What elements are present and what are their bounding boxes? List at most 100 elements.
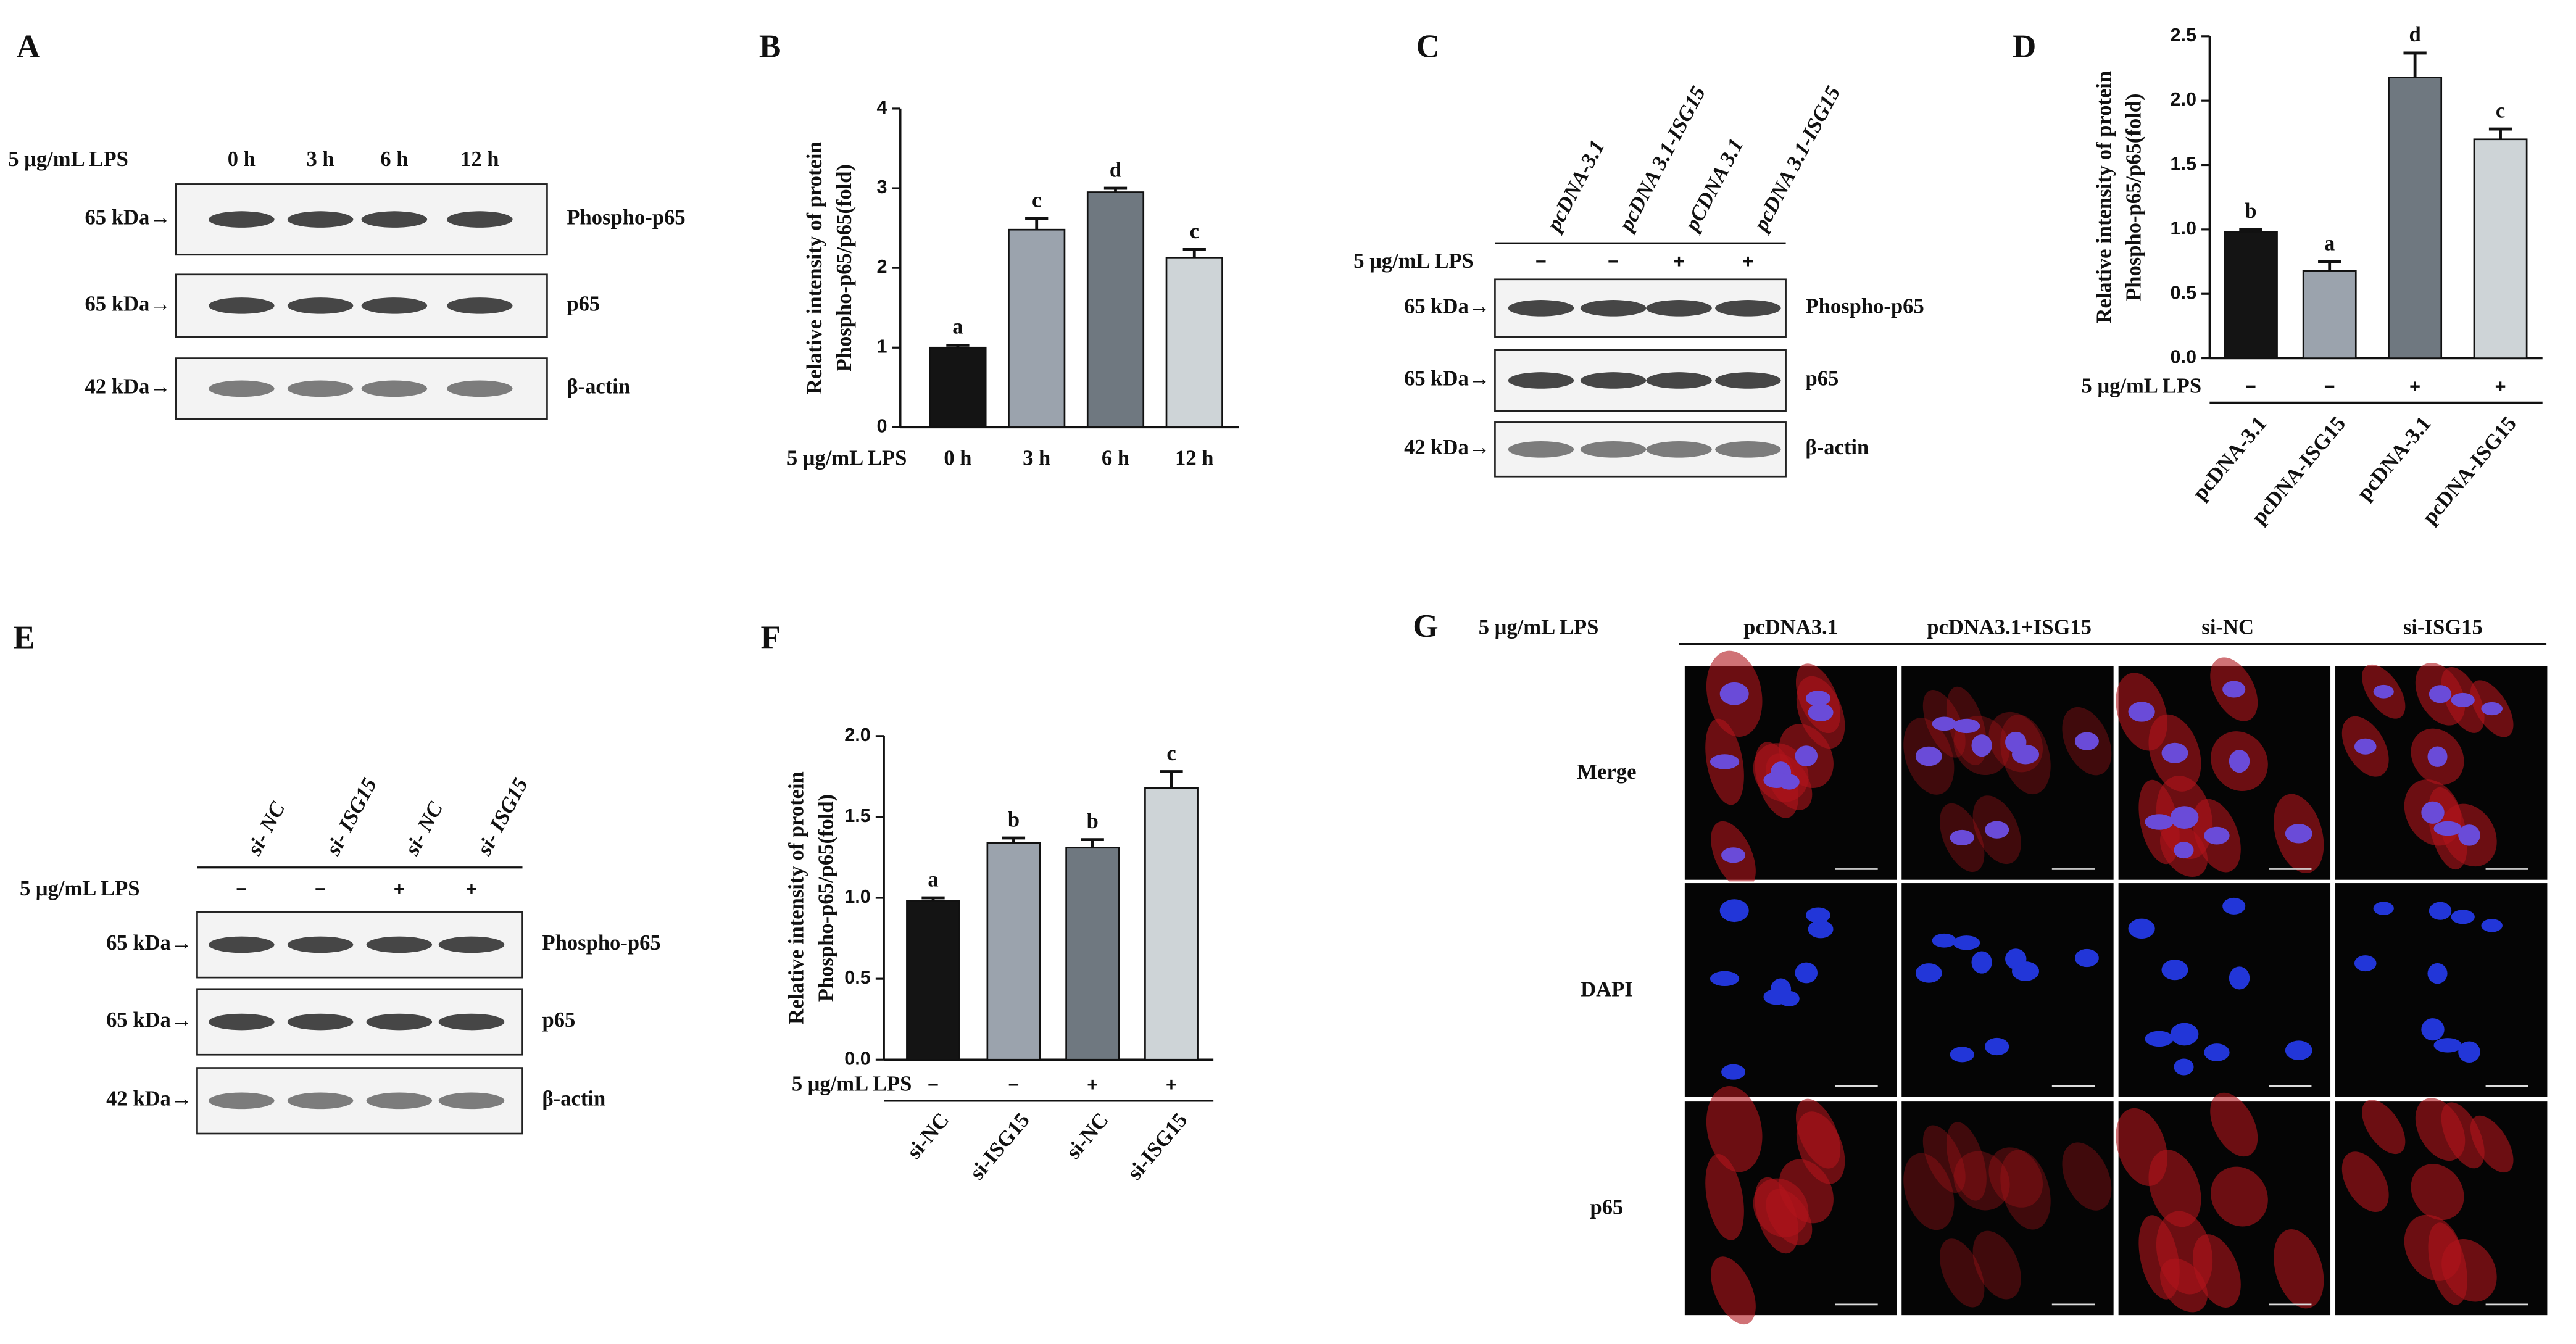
band [287, 1092, 354, 1110]
nucleus [1932, 933, 1956, 948]
micrograph [2116, 657, 2332, 882]
nucleus [2229, 750, 2250, 773]
error-bar [1103, 186, 1128, 193]
x-tick-label: 6 h [1102, 447, 1129, 470]
band [1508, 300, 1574, 317]
panel-label: E [13, 620, 35, 656]
x-tick-label: si-NC [1062, 1108, 1113, 1163]
band [287, 936, 354, 953]
treatment-label: 5 μg/mL LPS [20, 877, 140, 900]
lps-sign: + [2409, 376, 2420, 397]
x-tick-label: 12 h [1175, 447, 1213, 470]
y-axis-label: Relative intensity of protein [803, 141, 826, 394]
cytoplasm [2193, 1234, 2241, 1308]
treatment-label: 5 μg/mL LPS [792, 1072, 912, 1096]
nucleus [2161, 960, 2188, 981]
lps-sign: − [2324, 376, 2335, 397]
lane-label: pcDNA-3.1 [1541, 136, 1609, 236]
lps-sign: + [1674, 251, 1685, 272]
band [1715, 441, 1781, 458]
micrograph [2116, 1092, 2332, 1317]
y-tick-label: 3 [876, 176, 887, 197]
protein-label: β-actin [1806, 436, 1869, 459]
band [209, 297, 275, 314]
row-label: DAPI [1581, 978, 1633, 1002]
lane-label: 3 h [306, 147, 334, 171]
treatment-label: 5 μg/mL LPS [2082, 374, 2202, 397]
nucleus [2204, 1043, 2230, 1061]
protein-label: p65 [567, 292, 600, 315]
protein-label: p65 [542, 1008, 575, 1032]
bar [929, 346, 987, 428]
nucleus [2429, 685, 2452, 703]
cytoplasm [2274, 1229, 2324, 1309]
panel-label: F [761, 620, 781, 656]
nucleus [2174, 842, 2194, 859]
micrograph [1900, 665, 2116, 882]
cytoplasm [2411, 1164, 2464, 1221]
band [366, 1013, 433, 1031]
bar [1008, 228, 1066, 428]
y-tick-label: 1.5 [844, 805, 871, 826]
error-bar [2403, 51, 2427, 78]
bar [906, 900, 960, 1061]
nucleus [2458, 1041, 2480, 1063]
error-bar [946, 343, 970, 348]
micrograph [2116, 881, 2332, 1098]
panel-label: B [759, 28, 781, 64]
y-tick-label: 0.0 [2171, 347, 2197, 368]
significance-letter: a [952, 315, 963, 339]
x-tick-label: pcDNA-3.1 [2188, 412, 2272, 505]
nucleus [2427, 963, 2448, 984]
protein-label: p65 [1806, 367, 1839, 390]
bar [2473, 138, 2528, 359]
nucleus [2145, 814, 2174, 830]
band [366, 936, 433, 953]
y-axis-label: Phospho-p65/p65(fold) [2122, 93, 2146, 301]
significance-letter: a [2324, 231, 2335, 255]
error-bar [2488, 127, 2512, 139]
cytoplasm [2362, 1100, 2406, 1155]
lps-sign: − [928, 1074, 939, 1095]
column-label: si-ISG15 [2403, 616, 2483, 639]
marker-label: 42 kDa→ [106, 1087, 192, 1111]
significance-letter: c [1166, 742, 1176, 765]
cytoplasm [2138, 1215, 2180, 1300]
nucleus [2433, 821, 2462, 836]
nucleus [2451, 692, 2475, 707]
band [361, 211, 428, 228]
y-tick-label: 1.0 [844, 886, 871, 907]
lps-sign: + [2495, 376, 2506, 397]
bar [986, 842, 1041, 1061]
band [209, 1013, 275, 1031]
treatment-label: 5 μg/mL LPS [1353, 249, 1474, 273]
nucleus [2451, 910, 2475, 924]
nucleus [1719, 899, 1749, 923]
lane-label: si- NC [400, 798, 447, 860]
band [1580, 372, 1647, 389]
cytoplasm [2116, 1108, 2167, 1186]
marker-label: 42 kDa→ [85, 375, 170, 399]
marker-label: 65 kDa→ [1404, 294, 1490, 318]
micrograph [2333, 1098, 2549, 1317]
lane-label: si- ISG15 [472, 774, 533, 859]
cytoplasm [1988, 1147, 2043, 1208]
significance-letter: a [928, 868, 938, 891]
error-bar [1002, 836, 1026, 843]
band [447, 297, 513, 314]
band [1646, 441, 1712, 458]
nucleus [1763, 772, 1790, 789]
column-label: pcDNA3.1+ISG15 [1927, 616, 2092, 639]
cytoplasm [1705, 1154, 1744, 1240]
nucleus [1953, 935, 1980, 950]
band [438, 1092, 505, 1110]
band [361, 380, 428, 397]
nucleus [1719, 682, 1749, 705]
nucleus [2222, 897, 2246, 915]
lane-label: pcDNA 3.1-ISG15 [1748, 82, 1845, 236]
marker-label: 65 kDa→ [85, 206, 170, 230]
micrograph [2333, 663, 2549, 882]
nucleus [2373, 902, 2394, 915]
micrograph-bg [1900, 1100, 2116, 1317]
